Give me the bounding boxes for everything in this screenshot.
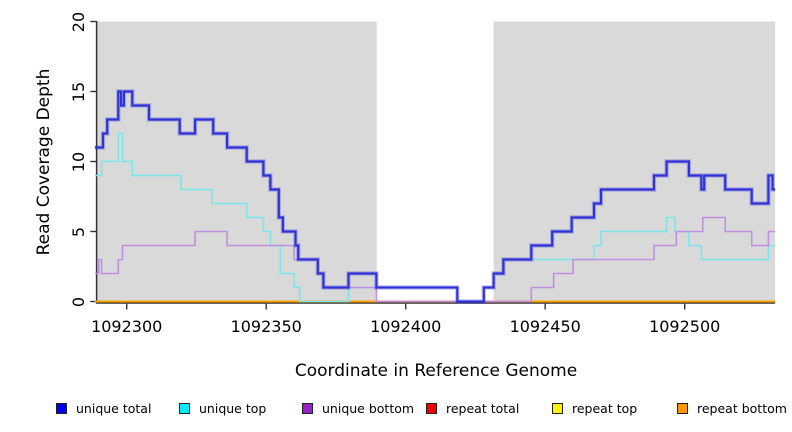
shaded-region	[96, 21, 377, 302]
y-tick-label: 0	[68, 296, 88, 307]
legend-label: repeat top	[572, 400, 638, 416]
legend-item: repeat top	[552, 400, 638, 416]
x-tick-label: 1092450	[509, 317, 581, 336]
legend-swatch-icon	[552, 402, 563, 414]
y-tick-label: 10	[68, 151, 88, 172]
legend-label: repeat bottom	[697, 400, 787, 416]
x-axis-label: Coordinate in Reference Genome	[294, 361, 578, 381]
legend-swatch-icon	[56, 402, 67, 414]
legend-item: repeat bottom	[677, 400, 787, 416]
y-tick-label: 5	[68, 226, 88, 237]
legend-swatch-icon	[179, 402, 190, 414]
y-axis-label: Read Coverage Depth	[34, 68, 54, 256]
legend-swatch-icon	[677, 402, 688, 414]
x-tick-label: 1092300	[91, 317, 163, 336]
legend-item: unique total	[56, 400, 152, 416]
series-line-unique-total	[94, 90, 776, 303]
legend-item: unique bottom	[302, 400, 415, 416]
legend-swatch-icon	[302, 402, 313, 414]
legend-label: unique bottom	[322, 400, 415, 416]
legend-label: unique top	[199, 400, 267, 416]
y-tick-label: 20	[68, 11, 88, 32]
legend-swatch-icon	[426, 402, 437, 414]
legend-label: repeat total	[446, 400, 520, 416]
shaded-region	[493, 21, 776, 302]
x-tick-label: 1092400	[370, 317, 442, 336]
legend-item: unique top	[179, 400, 267, 416]
legend-item: repeat total	[426, 400, 520, 416]
series-line-unique-bottom	[94, 216, 776, 303]
x-tick-label: 1092350	[230, 317, 302, 336]
y-tick-label: 15	[68, 81, 88, 102]
x-tick-label: 1092500	[649, 317, 721, 336]
legend-label: unique total	[76, 400, 152, 416]
series-line-unique-top	[94, 132, 776, 303]
